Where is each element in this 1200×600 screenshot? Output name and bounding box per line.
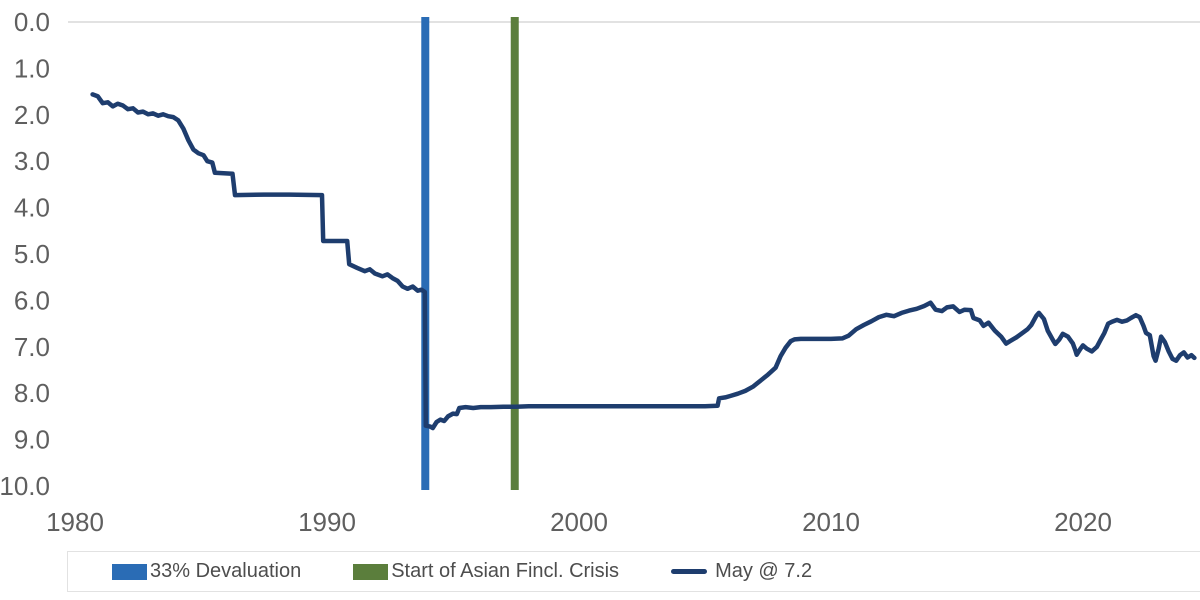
event-vline-1 [510, 17, 519, 490]
y-tick-label: 5.0 [14, 239, 50, 269]
legend-item-asian-crisis: Start of Asian Fincl. Crisis [353, 560, 619, 583]
y-tick-label: 6.0 [14, 285, 50, 315]
series-line-swatch-icon [671, 569, 708, 574]
legend-label-asian-crisis: Start of Asian Fincl. Crisis [391, 560, 620, 582]
plot-area: 0.0 1.0 2.0 3.0 4.0 5.0 6.0 7.0 8.0 9.0 10.0 1980 19… [0, 7, 1200, 537]
legend-item-series: May @ 7.2 [671, 560, 812, 583]
legend-label-series: May @ 7.2 [715, 560, 813, 582]
event-vline-0 [421, 17, 430, 490]
x-tick-label: 1980 [46, 507, 104, 537]
y-tick-label: 2.0 [14, 100, 50, 130]
y-tick-label: 9.0 [14, 425, 50, 455]
y-tick-label: 8.0 [14, 378, 50, 408]
legend-label-devaluation: 33% Devaluation [150, 560, 302, 582]
y-tick-label: 4.0 [14, 193, 50, 223]
asian-crisis-swatch-icon [353, 563, 389, 580]
x-tick-label: 1990 [298, 507, 356, 537]
y-tick-label: 0.0 [14, 7, 50, 37]
x-tick-label: 2010 [802, 507, 860, 537]
chart-legend: 33% Devaluation Start of Asian Fincl. Cr… [67, 551, 1200, 592]
x-tick-label: 2020 [1054, 507, 1112, 537]
series-line [90, 92, 1197, 431]
devaluation-swatch-icon [112, 563, 147, 580]
y-tick-label: 1.0 [14, 53, 50, 83]
legend-item-devaluation: 33% Devaluation [112, 560, 301, 583]
y-tick-label: 10.0 [0, 471, 50, 501]
y-tick-label: 3.0 [14, 146, 50, 176]
y-tick-label: 7.0 [14, 332, 50, 362]
x-tick-label: 2000 [550, 507, 608, 537]
